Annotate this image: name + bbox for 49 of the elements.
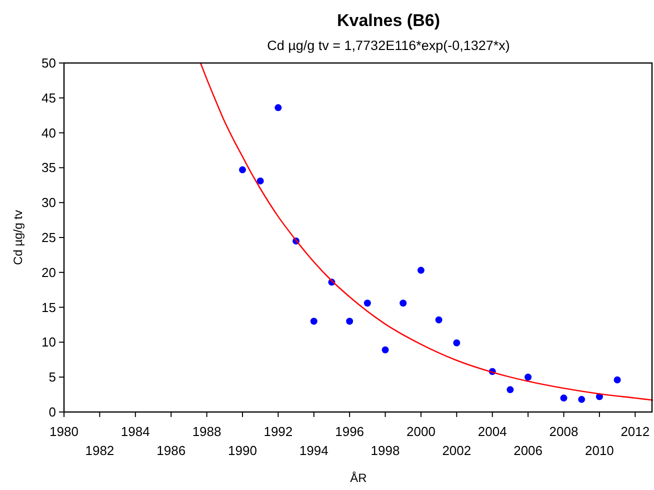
- x-tick-label: 2004: [478, 424, 507, 439]
- point: [417, 266, 424, 274]
- x2-tick-label: 1986: [156, 443, 186, 458]
- y-tick-label: 40: [42, 125, 56, 140]
- x2-tick-label: 1982: [85, 443, 114, 458]
- point: [256, 177, 264, 184]
- y-tick-label: 5: [48, 370, 56, 385]
- point: [524, 374, 532, 381]
- y-axis-title: Cd µg/g tv: [11, 210, 25, 265]
- point: [274, 104, 282, 112]
- point: [560, 394, 568, 402]
- y-tick-label: 25: [42, 230, 56, 245]
- y-tick-label: 15: [42, 300, 56, 315]
- chart-subtitle: Cd µg/g tv = 1,7732E116*exp(-0,1327*x): [267, 38, 510, 53]
- point: [506, 386, 514, 394]
- line-series: [200, 63, 653, 401]
- point: [614, 376, 621, 384]
- x2-tick-label: 1998: [370, 443, 400, 458]
- y-tick-label: 10: [42, 334, 56, 350]
- point: [238, 166, 246, 174]
- x2-tick-label: 2006: [514, 443, 543, 458]
- x2-tick-label: 2010: [584, 443, 614, 458]
- x-tick-label: 2000: [406, 424, 436, 439]
- point: [346, 318, 354, 325]
- point: [578, 396, 586, 403]
- x-tick-label: 1980: [50, 424, 78, 439]
- point: [310, 318, 318, 325]
- x-tick-label: 1988: [192, 424, 222, 439]
- point: [382, 346, 389, 354]
- y-tick-label: 50: [42, 56, 56, 70]
- x-tick-label: 1992: [264, 424, 293, 439]
- x-tick-label: 2012: [620, 424, 650, 439]
- x-axis-title: ÅR: [350, 471, 368, 485]
- y-tick-label: 0: [48, 404, 56, 420]
- chart-title: Kvalnes (B6): [337, 11, 440, 30]
- y-tick-label: 35: [42, 160, 56, 176]
- y-tick-label: 30: [42, 195, 56, 210]
- point: [435, 316, 442, 324]
- x2-tick-label: 1990: [228, 443, 257, 458]
- x-tick-label: 1984: [120, 424, 150, 439]
- point: [453, 339, 460, 346]
- x2-tick-label: 1994: [299, 443, 328, 458]
- y-tick-label: 20: [42, 264, 56, 280]
- x-tick-label: 2008: [549, 424, 578, 439]
- point: [400, 300, 407, 307]
- y-tick-label: 45: [42, 90, 56, 106]
- point: [364, 300, 371, 307]
- x2-tick-label: 2002: [442, 443, 472, 458]
- x-tick-label: 1996: [335, 424, 364, 439]
